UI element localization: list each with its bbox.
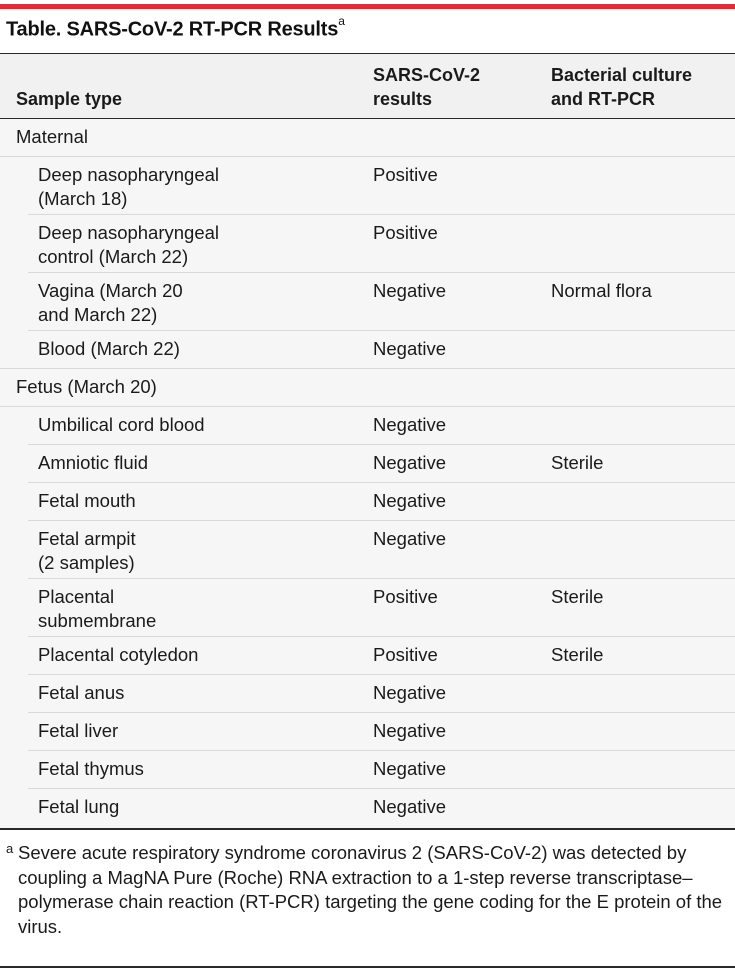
cell-sample: Fetal armpit (2 samples) (38, 528, 136, 573)
cell-culture: Sterile (551, 644, 604, 665)
row-divider (28, 636, 735, 637)
table-body (0, 119, 735, 829)
title-footnote-marker: a (338, 14, 345, 28)
header-top-rule (0, 53, 735, 55)
cell-sample: Fetus (March 20) (16, 376, 157, 397)
cell-result: Negative (373, 528, 447, 549)
cell-result: Positive (373, 586, 438, 607)
cell-sample: Fetal anus (38, 682, 125, 703)
row-divider (28, 788, 735, 789)
row-divider (28, 520, 735, 521)
row-divider (0, 406, 735, 407)
cell-result: Positive (373, 644, 438, 665)
cell-result: Positive (373, 164, 438, 185)
table-header (0, 54, 735, 119)
table-row-group-maternal: Maternal (0, 119, 735, 157)
table-footnote: a Severe acute respiratory syndrome coro… (6, 841, 726, 939)
table-row: Fetal armpit (2 samples) Negative (0, 521, 735, 579)
cell-sample: Amniotic fluid (38, 452, 149, 473)
row-divider (28, 330, 735, 331)
row-divider (28, 272, 735, 273)
row-divider (28, 712, 735, 713)
cell-culture: Sterile (551, 452, 604, 473)
row-divider (28, 214, 735, 215)
cell-sample: Umbilical cord blood (38, 414, 205, 435)
cell-result: Negative (373, 414, 447, 435)
row-divider (28, 482, 735, 483)
table-row: Placental submembrane Positive Sterile (0, 579, 735, 637)
cell-result: Negative (373, 758, 447, 779)
table-row: Placental cotyledon Positive Sterile (0, 637, 735, 675)
cell-culture: Sterile (551, 586, 604, 607)
cell-result: Negative (373, 682, 447, 703)
table-row-group-fetus: Fetus (March 20) (0, 369, 735, 407)
table-row: Fetal anus Negative (0, 675, 735, 713)
table-title-text: Table. SARS-CoV-2 RT-PCR Results (6, 18, 339, 41)
table-row: Amniotic fluid Negative Sterile (0, 445, 735, 483)
cell-result: Positive (373, 222, 438, 243)
cell-sample: Fetal mouth (38, 490, 136, 511)
cell-result: Negative (373, 796, 447, 817)
row-divider (28, 674, 735, 675)
cell-sample: Deep nasopharyngeal (March 18) (38, 164, 220, 209)
cell-sample: Placental submembrane (38, 586, 157, 631)
row-divider (28, 444, 735, 445)
table-title: Table. SARS-CoV-2 RT-PCR Resultsa (6, 14, 345, 42)
row-divider (28, 578, 735, 579)
footnote-text: Severe acute respiratory syndrome corona… (18, 842, 723, 937)
header-sars-cov-2-results: SARS-CoV-2 results (373, 65, 481, 109)
accent-top-rule (0, 4, 735, 9)
table-row: Vagina (March 20 and March 22) Negative … (0, 273, 735, 331)
cell-result: Negative (373, 338, 447, 359)
header-sample-type: Sample type (16, 89, 123, 109)
footnote-marker: a (6, 841, 14, 856)
cell-sample: Fetal thymus (38, 758, 144, 779)
header-bottom-rule (0, 118, 735, 119)
table-bottom-rule (0, 828, 735, 830)
footer-rule (0, 966, 735, 968)
table-row: Fetal liver Negative (0, 713, 735, 751)
table-row: Blood (March 22) Negative (0, 331, 735, 369)
table-row: Deep nasopharyngeal control (March 22) P… (0, 215, 735, 273)
cell-result: Negative (373, 490, 447, 511)
row-divider (0, 368, 735, 369)
table-row: Fetal thymus Negative (0, 751, 735, 789)
cell-sample: Vagina (March 20 and March 22) (38, 280, 183, 325)
cell-sample: Placental cotyledon (38, 644, 199, 665)
cell-result: Negative (373, 452, 447, 473)
cell-sample: Fetal liver (38, 720, 119, 741)
row-divider (0, 156, 735, 157)
cell-culture: Normal flora (551, 280, 652, 301)
cell-result: Negative (373, 720, 447, 741)
cell-result: Negative (373, 280, 447, 301)
cell-sample: Blood (March 22) (38, 338, 180, 359)
table-row: Fetal mouth Negative (0, 483, 735, 521)
row-divider (28, 750, 735, 751)
cell-sample: Maternal (16, 126, 88, 147)
cell-sample: Deep nasopharyngeal control (March 22) (38, 222, 220, 267)
header-bacterial-culture: Bacterial culture and RT-PCR (551, 65, 693, 109)
table-row: Umbilical cord blood Negative (0, 407, 735, 445)
cell-sample: Fetal lung (38, 796, 120, 817)
table-row: Deep nasopharyngeal (March 18) Positive (0, 157, 735, 215)
table-row: Fetal lung Negative (0, 789, 735, 828)
